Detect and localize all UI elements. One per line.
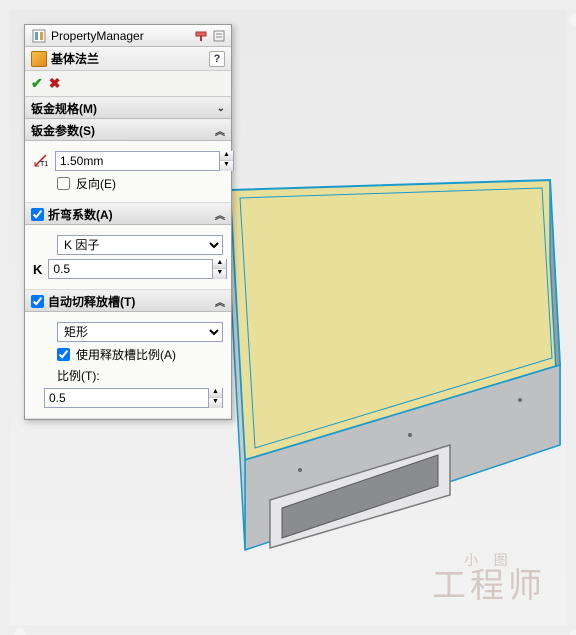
feature-title-bar: 基体法兰 ? [25, 47, 231, 71]
k-factor-field[interactable]: ▲▼ [48, 259, 227, 279]
property-manager-panel: PropertyManager 基体法兰 ? ✔ ✖ 钣金规格(M) ⌄ 钣金参… [24, 24, 232, 420]
section-bend-header[interactable]: 折弯系数(A) ︽ [25, 203, 231, 225]
section-bend-title: 折弯系数(A) [48, 206, 215, 223]
svg-text:T1: T1 [40, 161, 48, 168]
thickness-input[interactable] [56, 154, 219, 168]
panel-menu-icon[interactable] [211, 28, 227, 44]
chevron-up-icon: ︽ [215, 207, 225, 222]
section-params-body: T1 ▲▼ 反向(E) [25, 141, 231, 203]
ratio-input[interactable] [45, 391, 208, 405]
cancel-button[interactable]: ✖ [49, 75, 61, 92]
reverse-checkbox[interactable] [57, 177, 70, 190]
section-params-title: 钣金参数(S) [31, 122, 215, 139]
use-ratio-label: 使用释放槽比例(A) [76, 346, 176, 363]
section-bend-body: K 因子 K ▲▼ [25, 225, 231, 290]
confirm-bar: ✔ ✖ [25, 71, 231, 97]
watermark: 小 图 工程师 [432, 555, 546, 605]
thickness-field[interactable]: ▲▼ [55, 151, 234, 171]
bend-enable-checkbox[interactable] [31, 208, 44, 221]
ratio-spinner[interactable]: ▲▼ [208, 388, 222, 408]
k-factor-input[interactable] [49, 262, 212, 276]
section-gauge-header[interactable]: 钣金规格(M) ⌄ [25, 97, 231, 119]
chevron-down-icon: ⌄ [217, 103, 225, 114]
panel-title: PropertyManager [47, 29, 191, 43]
relief-enable-checkbox[interactable] [31, 295, 44, 308]
k-factor-spinner[interactable]: ▲▼ [212, 259, 226, 279]
thickness-icon: T1 [33, 152, 49, 170]
section-relief-title: 自动切释放槽(T) [48, 293, 215, 310]
panel-icon [31, 28, 47, 44]
ratio-field[interactable]: ▲▼ [44, 388, 223, 408]
k-label: K [33, 262, 42, 277]
panel-header: PropertyManager [25, 25, 231, 47]
reverse-label: 反向(E) [76, 175, 116, 192]
use-ratio-checkbox[interactable] [57, 348, 70, 361]
feature-name: 基体法兰 [51, 50, 205, 67]
section-params-header[interactable]: 钣金参数(S) ︽ [25, 119, 231, 141]
ratio-label: 比例(T): [57, 367, 100, 384]
chevron-up-icon: ︽ [215, 294, 225, 309]
thickness-spinner[interactable]: ▲▼ [219, 151, 233, 171]
pin-icon[interactable] [193, 28, 209, 44]
relief-type-select[interactable]: 矩形 [57, 322, 223, 342]
bend-method-select[interactable]: K 因子 [57, 235, 223, 255]
base-flange-icon [31, 51, 47, 67]
section-relief-body: 矩形 使用释放槽比例(A) 比例(T): ▲▼ [25, 312, 231, 419]
help-button[interactable]: ? [209, 51, 225, 67]
chevron-up-icon: ︽ [215, 123, 225, 138]
section-relief-header[interactable]: 自动切释放槽(T) ︽ [25, 290, 231, 312]
section-gauge-title: 钣金规格(M) [31, 100, 217, 117]
ok-button[interactable]: ✔ [31, 75, 43, 92]
